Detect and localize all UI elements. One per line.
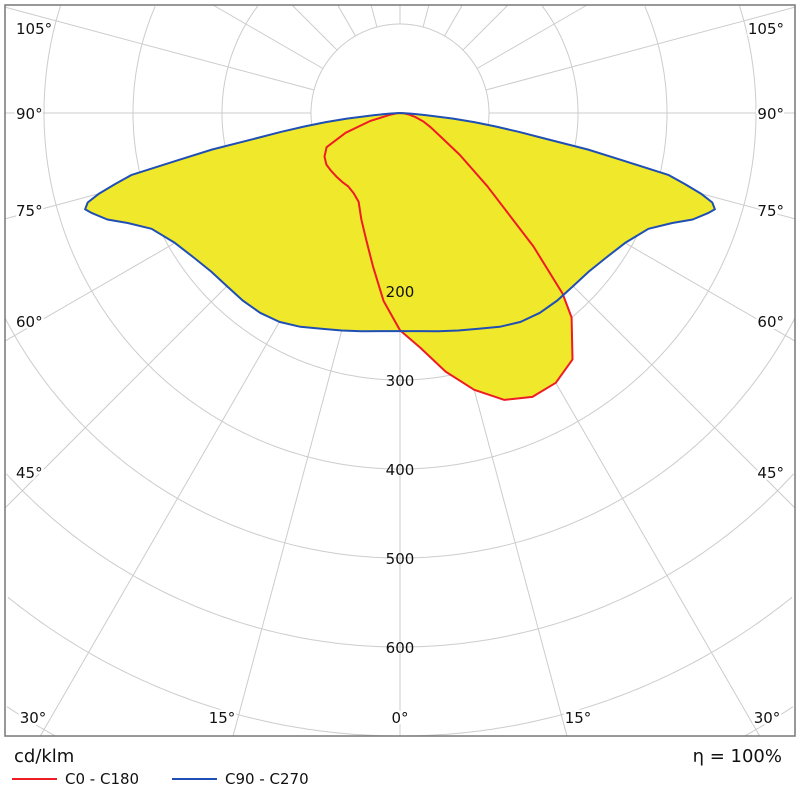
grid-spoke [370, 4, 378, 28]
radial-tick-label: 500 [386, 550, 415, 568]
radial-tick-label: 600 [386, 639, 415, 657]
grid-spoke [4, 6, 315, 91]
series-line-c0-c180 [323, 112, 574, 401]
grid-spoke [291, 4, 338, 51]
angle-tick-label-bottom: 30° [754, 709, 781, 727]
angle-tick-label-right: 105° [748, 20, 784, 38]
grid-spoke [462, 4, 509, 51]
angle-tick-label-left: 45° [16, 464, 43, 482]
angle-tick-label-bottom: 15° [565, 709, 592, 727]
plot-frame [4, 4, 796, 737]
angle-tick-label-bottom: 0° [391, 709, 408, 727]
legend-swatch-blue [172, 778, 217, 780]
legend-label: C90 - C270 [225, 770, 309, 788]
angle-tick-label-left: 105° [16, 20, 52, 38]
grid-spoke [485, 6, 796, 91]
grid-ring-600 [5, 473, 795, 648]
grid-spoke [476, 4, 588, 69]
efficiency-label: η = 100% [692, 746, 782, 767]
legend-label: C0 - C180 [65, 770, 140, 788]
grid-spoke [212, 4, 324, 69]
series-line-c90-c270 [84, 112, 716, 333]
grid-ring-500 [4, 318, 796, 559]
radial-tick-label: 300 [386, 372, 415, 390]
curve-fills [85, 113, 715, 400]
curve-lines [84, 112, 716, 401]
angle-tick-label-bottom: 15° [209, 709, 236, 727]
grid-ring-700 [7, 596, 793, 737]
angle-tick-label-right: 60° [757, 313, 784, 331]
grid-spoke [422, 4, 430, 28]
legend-item-c0-c180: C0 - C180 [12, 770, 139, 788]
angle-tick-label-right: 45° [757, 464, 784, 482]
radial-tick-label: 400 [386, 461, 415, 479]
legend-swatch-red [12, 778, 57, 780]
angle-tick-label-left: 90° [16, 105, 43, 123]
angle-tick-label-left: 75° [16, 202, 43, 220]
legend-item-c90-c270: C90 - C270 [172, 770, 309, 788]
grid-spoke [337, 4, 356, 37]
unit-label: cd/klm [14, 746, 75, 767]
angle-tick-label-right: 75° [757, 202, 784, 220]
polar-grid [4, 4, 796, 737]
grid-ring-800 [6, 706, 794, 737]
angle-tick-label-bottom: 30° [20, 709, 47, 727]
tick-labels: 200 300 400 500 600 105° 105° 90° 90° 75° 75° 60° 60… [14, 18, 787, 730]
angle-tick-label-right: 90° [757, 105, 784, 123]
grid-spoke [444, 4, 463, 37]
radial-tick-label: 200 [386, 283, 415, 301]
curve-fill-1 [85, 113, 715, 332]
grid-ring-400 [43, 5, 757, 470]
angle-tick-label-left: 60° [16, 313, 43, 331]
